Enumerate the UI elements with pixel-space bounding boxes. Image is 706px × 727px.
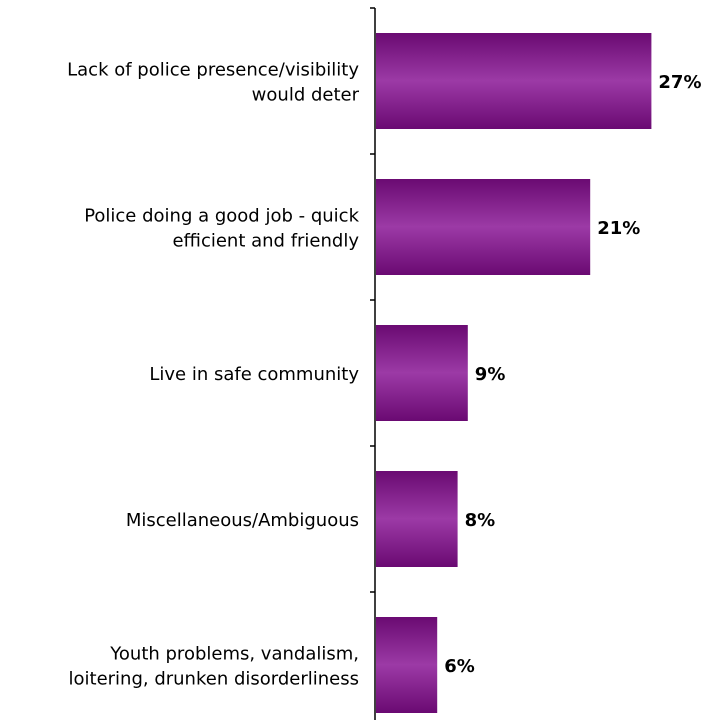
category-label-line: Miscellaneous/Ambiguous [126, 510, 359, 531]
bar [376, 617, 438, 713]
value-label: 27% [658, 72, 701, 93]
category-label-line: Live in safe community [149, 364, 359, 385]
category-label-line: would deter [252, 85, 360, 106]
bar [376, 471, 458, 567]
bar [376, 179, 591, 275]
category-label-line: loitering, drunken disorderliness [69, 669, 360, 690]
bar [376, 325, 468, 421]
category-label: Lack of police presence/visibility would … [67, 60, 359, 106]
category-label-line: Police doing a good job - quick [84, 206, 359, 227]
value-label: 21% [597, 218, 640, 239]
y-axis-group [370, 7, 376, 720]
bars-group [376, 33, 652, 713]
value-label: 8% [465, 510, 496, 531]
category-label: Youth problems, vandalism, loitering, dru… [69, 644, 360, 690]
category-label: Live in safe community [149, 364, 359, 385]
category-label-line: efficient and friendly [172, 231, 359, 252]
category-label: Miscellaneous/Ambiguous [126, 510, 359, 531]
category-label: Police doing a good job - quick efficient… [84, 206, 359, 252]
value-labels-group: 27% 21% 9% 8% 6% [444, 72, 701, 677]
bar [376, 33, 652, 129]
category-label-line: Youth problems, vandalism, [109, 644, 359, 665]
category-label-line: Lack of police presence/visibility [67, 60, 359, 81]
category-labels-group: Lack of police presence/visibility would … [67, 60, 359, 690]
value-label: 6% [444, 656, 475, 677]
value-label: 9% [475, 364, 506, 385]
